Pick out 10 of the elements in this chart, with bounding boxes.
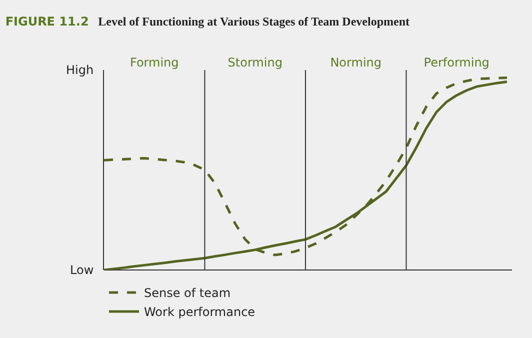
x-tick-label: Forming (130, 56, 179, 70)
legend-label: Sense of team (144, 286, 231, 300)
text: Low (70, 263, 94, 277)
chart-title: FIGURE 11.2 (5, 14, 89, 28)
x-tick-label: Performing (424, 56, 490, 70)
chart-subtitle: Level of Functioning at Various Stages of Team Development (98, 14, 410, 28)
x-tick-label: Norming (330, 56, 382, 70)
text: High (66, 63, 94, 77)
legend-label: Work performance (144, 305, 256, 320)
x-tick-label: Storming (228, 56, 282, 70)
